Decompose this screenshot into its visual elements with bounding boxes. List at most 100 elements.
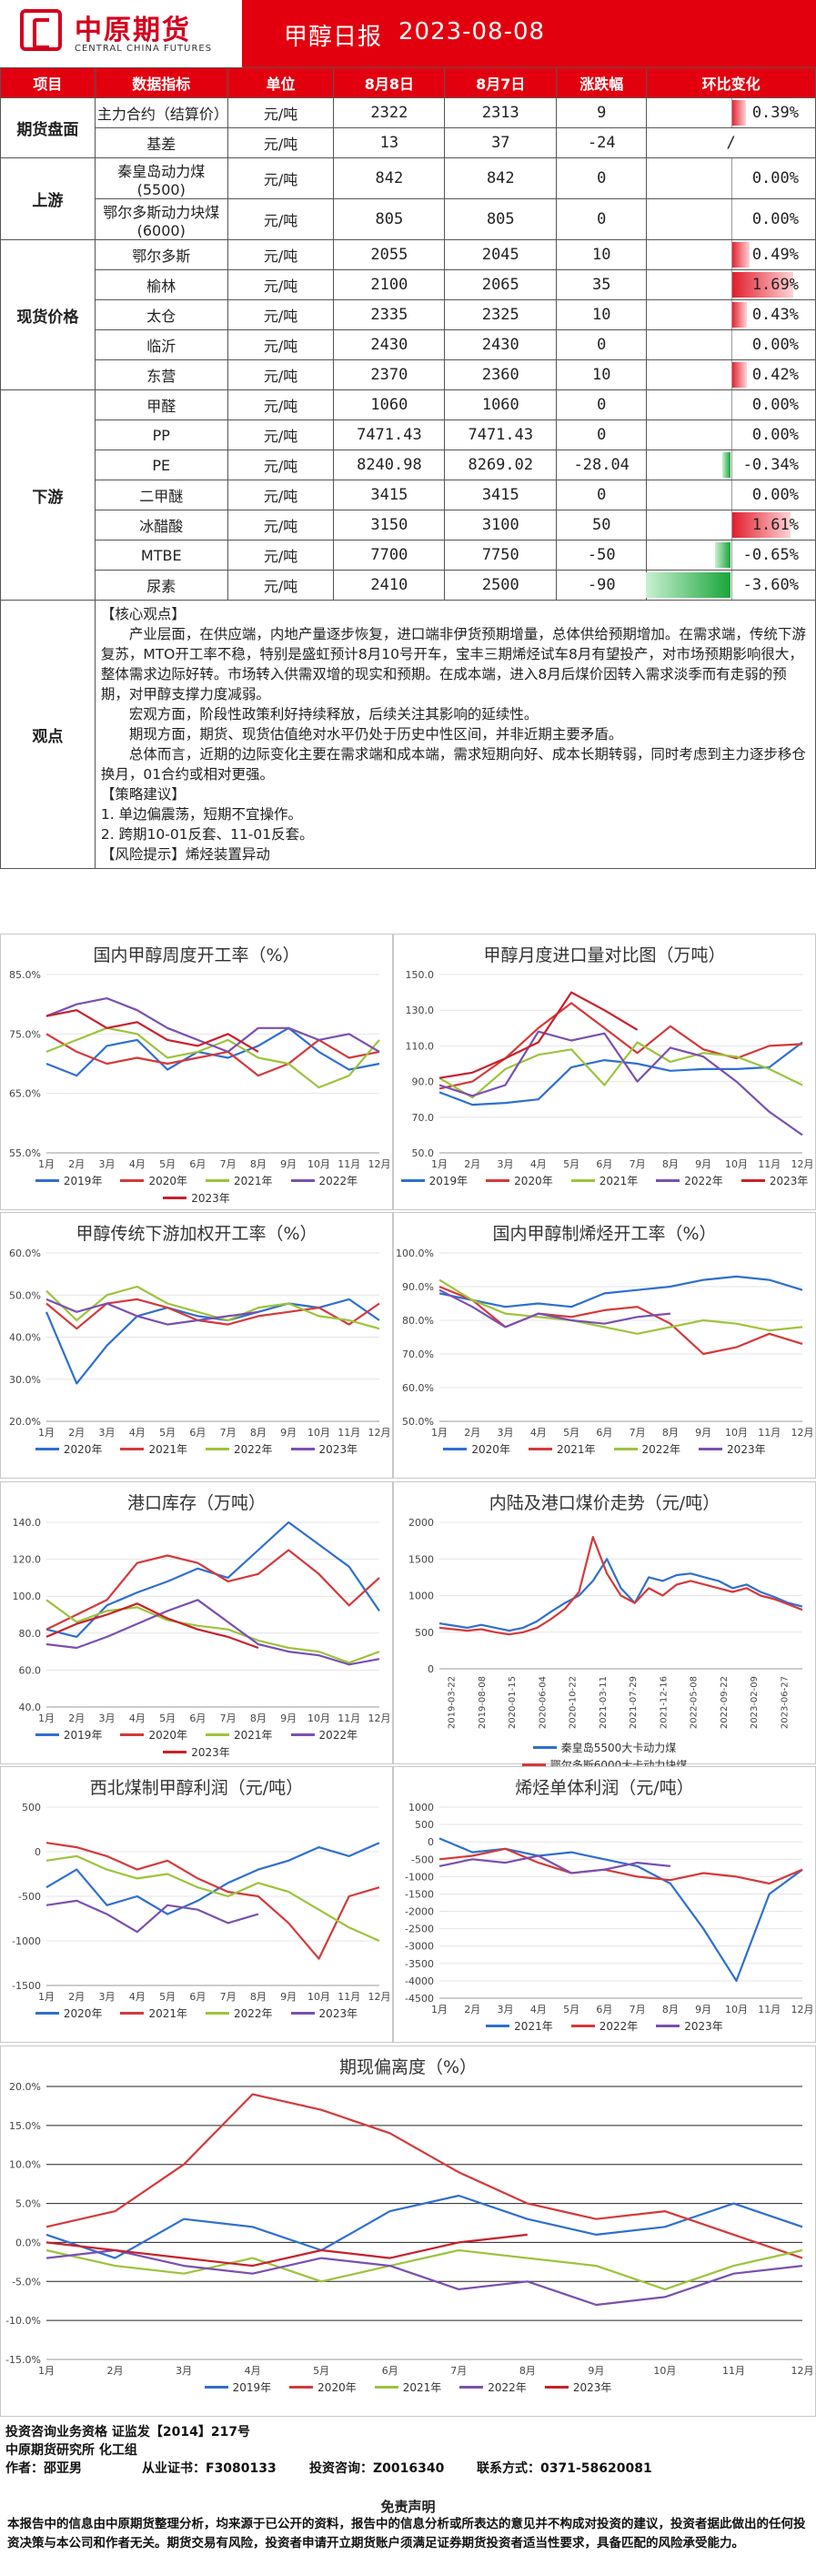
x-tick-label: 1月 [38, 1427, 55, 1439]
legend-label: 2021年 [556, 1443, 596, 1456]
pct-axis-line [731, 390, 733, 419]
y-tick-label: 1500 [408, 1553, 434, 1565]
chart-panel-port-inventory: 港口库存（万吨） 140.0 120.0 100.0 80.0 60.0 40.0 1月 2月 3… [0, 1481, 393, 1764]
indicator-name: PE [94, 450, 228, 480]
x-tick-label: 3月 [498, 1158, 514, 1170]
series-line [45, 996, 380, 1053]
x-tick-label: 5月 [563, 1158, 579, 1170]
table-header-cell: 单位 [227, 67, 335, 98]
pct-axis-line [731, 571, 733, 600]
value-today: 8240.98 [333, 450, 446, 480]
y-tick-label: 75.0% [9, 1028, 41, 1040]
chart-legend: 2021年 2022年 2023年 [394, 2018, 815, 2034]
unit-cell: 元/吨 [227, 359, 335, 390]
pct-change-cell: -0.34% [646, 450, 816, 480]
x-tick-label: 7月 [220, 1427, 237, 1439]
x-tick-label: 2020-06-04 [538, 1676, 548, 1729]
legend-swatch [486, 1179, 510, 1182]
pct-value: 0.00% [751, 426, 799, 444]
pct-axis-line [731, 98, 733, 127]
legend-item: 2020年 [120, 1173, 187, 1188]
footer-phone: 联系方式：0371-58620081 [477, 2461, 652, 2476]
indicator-name: 临沂 [94, 329, 228, 360]
x-tick-label: 7月 [220, 1991, 237, 2003]
legend-item: 2022年 [206, 2005, 273, 2021]
pct-value: -0.65% [742, 546, 799, 564]
x-tick-label: 7月 [630, 1158, 646, 1170]
section-label: 现货价格 [0, 239, 96, 390]
legend-item: 2022年 [613, 1441, 680, 1457]
x-tick-label: 3月 [99, 1712, 116, 1724]
x-tick-label: 5月 [159, 1991, 176, 2003]
section-label: 期货盘面 [0, 97, 96, 158]
pct-value: 0.39% [751, 104, 799, 122]
legend-swatch [163, 1197, 187, 1199]
legend-swatch [206, 2012, 229, 2015]
pct-databar [731, 272, 793, 298]
value-yesterday: 2500 [444, 570, 558, 601]
legend-item: 2023年 [163, 1744, 230, 1760]
legend-item: 2023年 [544, 2379, 611, 2395]
legend-label: 2023年 [769, 1175, 809, 1187]
legend-label: 2022年 [318, 1175, 358, 1187]
section-label: 上游 [0, 157, 96, 240]
y-tick-label: 15.0% [9, 2120, 41, 2132]
core-view-text: 【核心观点】 产业层面，在供应端，内地产量逐步恢复，进口端非伊货预期增量，总体供给… [94, 600, 816, 869]
x-tick-label: 5月 [313, 2365, 329, 2377]
value-yesterday: 3100 [444, 510, 558, 540]
table-header-cell: 数据指标 [94, 67, 228, 98]
unit-cell: 元/吨 [227, 198, 335, 240]
logo-name-cn: 中原期货 [75, 15, 191, 46]
x-tick-label: 8月 [250, 1991, 267, 2003]
y-tick-label: 40.0 [19, 1702, 42, 1713]
y-tick-label: 120.0 [13, 1554, 42, 1566]
chart-svg: 100.0% 90.0% 80.0% 70.0% 60.0% 50.0%1月 2月 3月 4月 5… [396, 1248, 813, 1439]
legend-swatch [206, 1179, 229, 1182]
series-line [438, 1847, 803, 1885]
series-line [438, 1837, 803, 1982]
indicator-name: 基差 [94, 127, 228, 158]
value-yesterday: 2325 [444, 299, 558, 330]
legend-swatch [570, 2025, 595, 2027]
legend-label: 2020年 [63, 2007, 103, 2020]
indicator-name: 鄂尔多斯 [94, 239, 228, 270]
pct-change-cell: 0.00% [646, 157, 816, 199]
x-tick-label: 2019-03-22 [448, 1676, 458, 1729]
table-row: 二甲醚 元/吨 3415 3415 0 0.00% [1, 480, 816, 510]
indicator-name: 甲醛 [94, 389, 228, 420]
view-paragraph: 期现方面，期货、现货估值绝对水平仍处于历史中性区间，并非近期主要矛盾。 [128, 726, 623, 742]
pct-value: / [726, 134, 736, 152]
y-tick-label: -1000 [12, 1935, 41, 1947]
legend-item: 2023年 [740, 1173, 809, 1188]
x-tick-label: 2月 [464, 1427, 480, 1439]
value-yesterday: 2045 [444, 239, 558, 270]
pct-value: 0.00% [751, 210, 799, 228]
x-tick-label: 3月 [498, 1427, 514, 1439]
x-tick-label: 12月 [791, 2365, 814, 2377]
x-tick-label: 2021-03-11 [599, 1676, 609, 1729]
x-tick-label: 9月 [695, 1158, 711, 1170]
change-cell: 0 [556, 419, 648, 450]
x-tick-label: 4月 [129, 1427, 146, 1439]
x-tick-label: 8月 [519, 2365, 536, 2377]
table-row: 鄂尔多斯动力块煤 (6000) 元/吨 805 805 0 0.00% [1, 198, 816, 240]
x-tick-label: 4月 [129, 1158, 146, 1170]
x-tick-label: 9月 [280, 1712, 297, 1724]
pct-databar [731, 362, 747, 388]
pct-axis-line [731, 240, 733, 269]
legend-swatch [35, 2012, 59, 2015]
legend-item: 2021年 [120, 2005, 187, 2021]
series-line [45, 1298, 380, 1330]
view-paragraph: 【核心观点】 [100, 606, 186, 622]
chart-svg: 60.0% 50.0% 40.0% 30.0% 20.0%1月 2月 3月 4月 5月 6月 7月 8… [9, 1248, 390, 1439]
pct-databar [722, 452, 730, 478]
legend-swatch [120, 1448, 145, 1450]
indicator-name: 尿素 [94, 570, 228, 601]
table-row: 期货盘面 主力合约（结算价） 元/吨 2322 2313 9 0.39% [0, 97, 816, 158]
legend-swatch [374, 2386, 398, 2389]
x-tick-label: 7月 [220, 1712, 237, 1724]
legend-swatch [459, 2386, 484, 2389]
legend-label: 2023年 [684, 2020, 723, 2033]
y-tick-label: 50.0 [412, 1147, 435, 1159]
legend-label: 2021年 [234, 1175, 273, 1187]
